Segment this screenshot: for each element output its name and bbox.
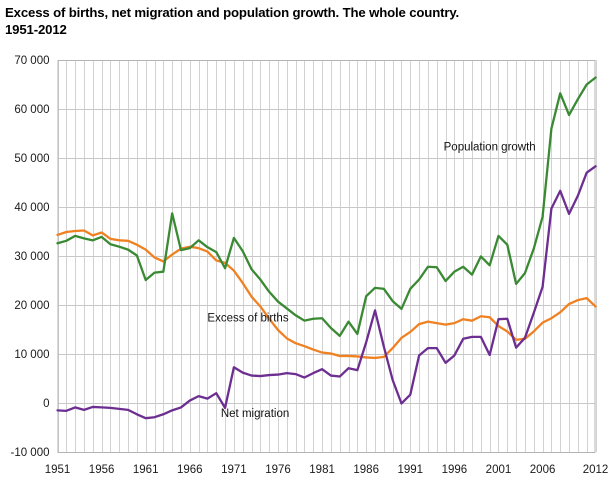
chart-title: Excess of births, net migration and popu…: [5, 4, 605, 38]
x-tick-1986: 1986: [353, 464, 379, 476]
chart-title-line-1: Excess of births, net migration and popu…: [5, 5, 460, 20]
series-line-population-growth: [56, 76, 597, 338]
x-tick-2001: 2001: [486, 464, 512, 476]
chart-title-line-2: 1951-2012: [5, 22, 67, 37]
y-tick-50000: 50 000: [14, 153, 49, 165]
series-annotations: Population growth Excess of births Net mig…: [207, 142, 535, 421]
x-tick-1961: 1961: [133, 464, 159, 476]
y-tick-20000: 20 000: [14, 300, 49, 312]
x-axis-tick-labels: 1951 1956 1961 1966 1971 1976 1981 1986 1991 1996…: [45, 464, 609, 476]
y-tick--10000: -10 000: [10, 447, 49, 459]
annotation-excess-of-births: Excess of births: [207, 313, 288, 325]
axis-lines: [57, 60, 596, 453]
y-tick-0: 0: [43, 398, 49, 410]
annotation-net-migration: Net migration: [221, 408, 289, 420]
annotation-population-growth: Population growth: [444, 142, 536, 154]
x-tick-1991: 1991: [397, 464, 423, 476]
y-tick-30000: 30 000: [14, 251, 49, 263]
y-tick-70000: 70 000: [14, 55, 49, 67]
x-tick-2006: 2006: [530, 464, 556, 476]
y-axis-tick-labels: 70 000 60 000 50 000 40 000 30 000 20 000 10 0…: [10, 55, 49, 459]
y-tick-60000: 60 000: [14, 104, 49, 116]
x-tick-1996: 1996: [442, 464, 468, 476]
series-line-excess-of-births: [56, 229, 597, 360]
x-tick-1951: 1951: [45, 464, 71, 476]
y-tick-40000: 40 000: [14, 202, 49, 214]
series-line-net-migration: [56, 165, 597, 420]
x-tick-1981: 1981: [309, 464, 335, 476]
x-tick-1971: 1971: [221, 464, 247, 476]
x-tick-1956: 1956: [89, 464, 115, 476]
data-series-lines: [56, 76, 597, 420]
x-tick-1966: 1966: [177, 464, 203, 476]
y-tick-10000: 10 000: [14, 349, 49, 361]
x-tick-1976: 1976: [265, 464, 291, 476]
x-tick-2012: 2012: [583, 464, 609, 476]
